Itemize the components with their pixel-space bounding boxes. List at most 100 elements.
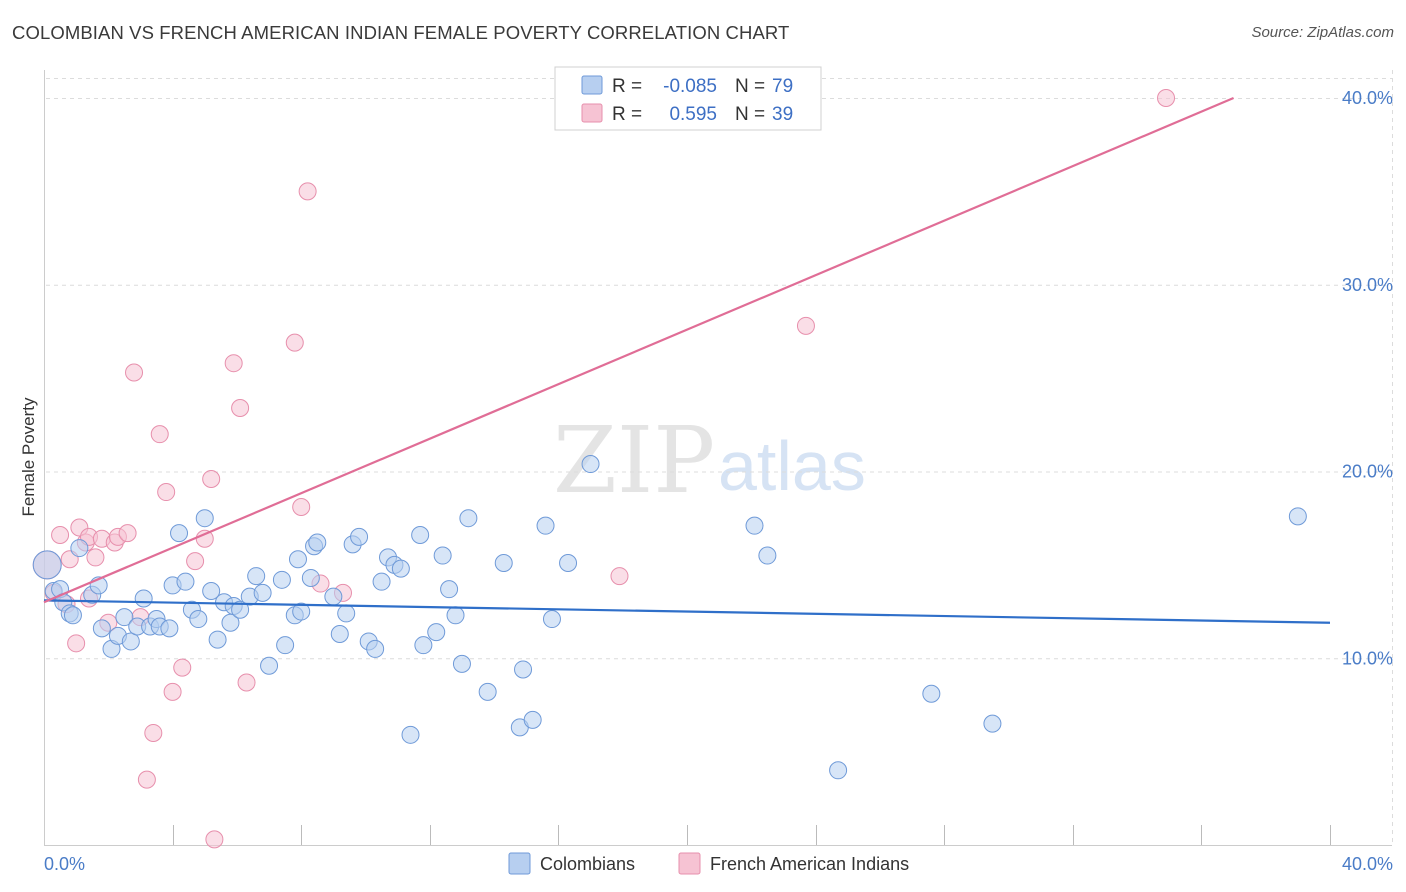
colombians-point-44 (324, 587, 343, 606)
colombians-point-74 (758, 546, 777, 565)
colombians-point-0 (32, 550, 62, 580)
colombians-point-21 (170, 524, 189, 543)
colombians-point-54 (391, 559, 410, 578)
colombians-point-50 (366, 639, 385, 658)
legend-r-label-colombians: R = (612, 76, 642, 97)
y-axis-title: Female Poverty (19, 397, 38, 517)
x-tick-label-max: 40.0% (1342, 854, 1393, 874)
bottom-legend: Colombians French American Indians (508, 852, 909, 875)
colombians-point-72 (581, 455, 600, 474)
french-american-indians-point-26 (205, 830, 224, 849)
colombians-point-71 (559, 554, 578, 573)
french-american-indians-point-25 (202, 469, 221, 488)
french-american-indians-point-17 (137, 770, 156, 789)
colombians-point-51 (372, 572, 391, 591)
legend-n-value-colombians: 79 (772, 76, 793, 97)
chart-source: Source: ZipAtlas.com (1251, 24, 1394, 41)
legend-r-value-french-american-indians: 0.595 (669, 104, 717, 125)
colombians-point-13 (121, 632, 140, 651)
colombians-point-12 (115, 608, 134, 627)
french-american-indians-point-19 (150, 425, 169, 444)
bottom-legend-label-colombians: Colombians (540, 854, 635, 874)
series-colombians-points (32, 455, 1307, 780)
french-american-indians-point-37 (1157, 89, 1176, 108)
trend-lines (43, 96, 1331, 624)
bottom-legend-swatch-colombians (508, 852, 531, 875)
legend-swatch-colombians (581, 75, 603, 95)
french-american-indians-point-32 (298, 182, 317, 201)
french-american-indians-point-36 (796, 316, 815, 335)
colombians-point-27 (208, 630, 227, 649)
french-american-indians-point-14 (118, 524, 137, 543)
colombians-point-19 (160, 619, 179, 638)
french-american-indians-point-23 (186, 552, 205, 571)
colombians-point-41 (301, 568, 320, 587)
colombians-point-37 (276, 636, 295, 655)
colombians-point-78 (1288, 507, 1307, 526)
colombians-point-33 (247, 567, 266, 586)
legend: R = -0.085 N = 79 R = 0.595 N = 39 (554, 66, 822, 131)
colombians-point-57 (414, 636, 433, 655)
colombians-point-77 (983, 714, 1002, 733)
colombians-point-36 (272, 570, 291, 589)
x-axis-ticks (173, 825, 1331, 845)
colombians-point-73 (745, 516, 764, 535)
colombians-point-15 (134, 589, 153, 608)
french-american-indians-point-20 (157, 483, 176, 502)
french-american-indians-point-18 (144, 723, 163, 742)
colombians-point-61 (446, 606, 465, 625)
y-tick-label-30: 30.0% (1342, 275, 1393, 295)
colombians-point-75 (829, 761, 848, 780)
y-tick-labels: 10.0% 20.0% 30.0% 40.0% (1342, 88, 1393, 668)
y-tick-label-40: 40.0% (1342, 88, 1393, 108)
colombians-point-70 (542, 610, 561, 629)
watermark-atlas: atlas (718, 427, 866, 505)
colombians-point-9 (92, 619, 111, 638)
french-american-indians-point-22 (173, 658, 192, 677)
colombians-point-64 (478, 682, 497, 701)
legend-n-value-french-american-indians: 39 (772, 104, 793, 125)
colombians-point-22 (176, 572, 195, 591)
bottom-legend-swatch-french-american-indians (678, 852, 701, 875)
french-american-indians-point-9 (86, 548, 105, 567)
colombians-point-25 (195, 509, 214, 528)
colombians-point-45 (330, 624, 349, 643)
watermark: ZIP atlas (553, 407, 866, 514)
colombians-point-39 (288, 550, 307, 569)
french-american-indians-point-31 (292, 497, 311, 516)
colombians-point-76 (922, 684, 941, 703)
grid-lines (46, 70, 1393, 845)
colombians-point-58 (427, 623, 446, 642)
colombians-point-69 (536, 516, 555, 535)
french-american-indians-point-29 (237, 673, 256, 692)
colombians-point-31 (231, 600, 250, 619)
french-american-indians-point-15 (125, 363, 144, 382)
french-american-indians-point-28 (231, 399, 250, 418)
y-tick-label-10: 10.0% (1342, 648, 1393, 668)
legend-r-value-colombians: -0.085 (663, 76, 717, 97)
x-tick-label-min: 0.0% (44, 854, 85, 874)
colombians-point-24 (189, 610, 208, 629)
colombians-point-65 (494, 554, 513, 573)
colombians-point-56 (411, 526, 430, 544)
colombians-point-55 (401, 725, 420, 744)
french-american-indians-point-5 (67, 634, 86, 653)
french-american-indians-point-24 (195, 529, 214, 548)
trend-line-colombians (43, 599, 1331, 624)
colombians-point-43 (308, 533, 327, 552)
colombians-point-68 (523, 710, 542, 729)
colombians-point-67 (514, 660, 533, 679)
legend-swatch-french-american-indians (581, 103, 603, 123)
colombians-point-59 (433, 546, 452, 565)
colombians-point-34 (253, 583, 272, 602)
french-american-indians-point-30 (285, 333, 304, 352)
bottom-legend-label-french-american-indians: French American Indians (710, 854, 909, 874)
colombians-point-46 (337, 604, 356, 623)
legend-n-label-french-american-indians: N = (735, 104, 765, 125)
french-american-indians-point-2 (51, 526, 70, 544)
colombians-point-35 (260, 656, 279, 675)
colombians-point-63 (459, 509, 478, 528)
french-american-indians-point-27 (224, 354, 243, 373)
watermark-zip: ZIP (553, 407, 715, 514)
